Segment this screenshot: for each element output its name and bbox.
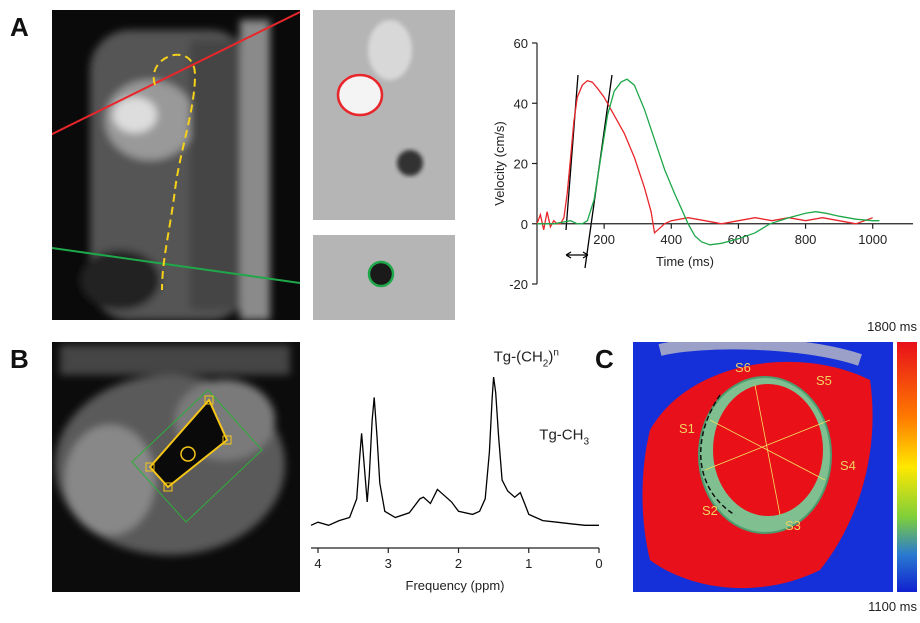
panel-label: A <box>10 12 29 42</box>
annotation-part: Tg-(CH <box>494 349 543 366</box>
data-line <box>310 377 599 526</box>
x-tick-label: 1 <box>525 556 532 571</box>
phase-image-aorta <box>313 10 455 220</box>
delay-arrow <box>565 251 589 259</box>
x-tick-label: 0 <box>595 556 602 571</box>
mri-sagittal <box>52 10 300 320</box>
x-tick-label: 3 <box>385 556 392 571</box>
x-axis-label: Frequency (ppm) <box>406 578 505 593</box>
x-tick-label: 1000 <box>858 232 887 247</box>
phase-image-descending <box>313 235 455 320</box>
data-line <box>537 78 880 246</box>
t1-map <box>633 342 893 592</box>
tangent-line <box>565 74 579 231</box>
x-tick-label: 400 <box>660 232 682 247</box>
segment-label: S1 <box>679 421 695 436</box>
colorbar <box>897 342 917 592</box>
x-tick-label: 800 <box>795 232 817 247</box>
x-axis-label: Time (ms) <box>656 254 714 269</box>
segment-label: S2 <box>702 503 718 518</box>
colorbar-max: 1800 ms <box>867 319 917 334</box>
x-tick-label: 2 <box>455 556 462 571</box>
y-tick-label: 20 <box>514 157 528 172</box>
segment-label: S5 <box>816 373 832 388</box>
y-tick-label: -20 <box>509 277 528 292</box>
panel-label: B <box>10 344 29 374</box>
panel-label: C <box>595 344 614 374</box>
y-tick-label: 0 <box>521 217 528 232</box>
y-axis-label: Velocity (cm/s) <box>492 121 507 206</box>
x-tick-label: 4 <box>314 556 321 571</box>
annotation: Tg-(CH2)n <box>494 348 559 370</box>
segment-label: S6 <box>735 360 751 375</box>
annotation-part: Tg-CH <box>539 427 583 444</box>
y-tick-label: 60 <box>514 36 528 51</box>
x-tick-label: 200 <box>593 232 615 247</box>
y-tick-label: 40 <box>514 96 528 111</box>
data-line <box>536 79 873 235</box>
annotation-part: 2 <box>543 359 549 370</box>
segment-label: S4 <box>840 458 856 473</box>
annotation-part: ) <box>548 349 553 366</box>
colorbar-min: 1100 ms <box>868 599 917 614</box>
annotation-part: n <box>553 348 559 359</box>
segment-label: S3 <box>785 518 801 533</box>
annotation: Tg-CH3 <box>539 427 589 448</box>
annotation-part: 3 <box>583 437 589 448</box>
mri-four-chamber <box>52 342 300 592</box>
